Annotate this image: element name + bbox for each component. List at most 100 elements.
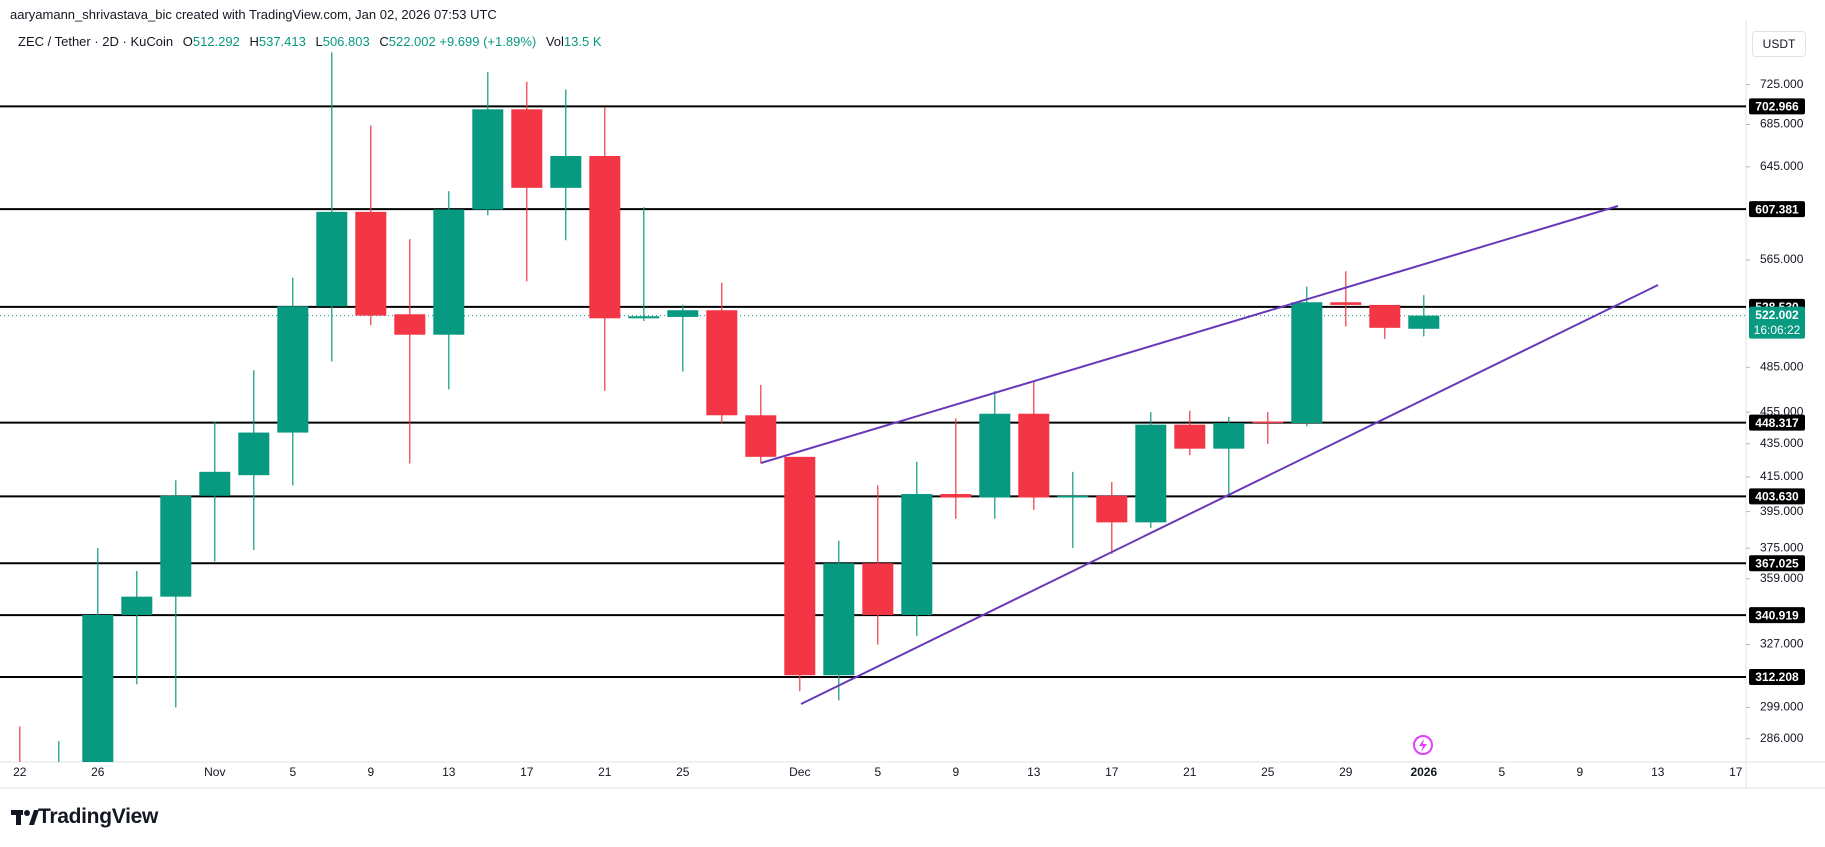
candle-body: [784, 456, 816, 676]
level-label-box: [1749, 488, 1805, 505]
x-tick-label: 17: [1105, 765, 1119, 779]
candle-body: [472, 109, 504, 210]
legend-value: 506.803: [322, 34, 370, 49]
candle-body: [121, 596, 153, 615]
level-label: 607.381: [1755, 202, 1799, 216]
legend-label: C: [379, 34, 389, 49]
legend: ZEC / Tether · 2D · KuCoin O512.292 H537…: [18, 34, 602, 49]
candle-body: [550, 156, 582, 188]
x-tick-label: 26: [91, 765, 105, 779]
level-label: 403.630: [1755, 490, 1799, 504]
candle-body: [706, 310, 738, 416]
level-label-box: [1749, 669, 1805, 686]
symbol[interactable]: ZEC / Tether · 2D · KuCoin: [18, 34, 174, 49]
y-tick-label: 485.000: [1760, 359, 1804, 373]
logo[interactable]: TradingView: [38, 805, 159, 828]
candle-body: [862, 563, 894, 615]
candle-body: [979, 413, 1011, 498]
x-tick-label: 25: [1261, 765, 1275, 779]
x-tick-label: 29: [1339, 765, 1353, 779]
y-tick-label: 565.000: [1760, 252, 1804, 266]
candle-body: [433, 209, 465, 335]
price-label-box: [1749, 306, 1805, 339]
x-tick-label: 22: [13, 765, 27, 779]
candle-body: [238, 432, 270, 476]
level-label-box: [1749, 414, 1805, 431]
x-tick-label: Nov: [204, 765, 225, 779]
legend-label: H: [249, 34, 259, 49]
candle-body: [277, 306, 309, 433]
candle-body: [1057, 495, 1089, 498]
legend-value: 537.413: [258, 34, 306, 49]
trend-line[interactable]: [760, 205, 1619, 464]
candle-body: [316, 211, 348, 307]
candle-body: [1174, 424, 1206, 449]
y-tick-label: 435.000: [1760, 436, 1804, 450]
candle-body: [628, 316, 660, 319]
candle-body: [1096, 495, 1128, 523]
x-tick-label: 5: [1498, 765, 1505, 779]
candle-body: [43, 779, 74, 800]
y-tick-label: 286.000: [1760, 731, 1804, 745]
x-tick-label: 17: [520, 765, 534, 779]
candle-body: [1135, 424, 1167, 523]
countdown: 16:06:22: [1754, 323, 1801, 337]
candle-body: [823, 563, 855, 676]
x-tick-label: 9: [952, 765, 959, 779]
x-tick-label: 13: [1651, 765, 1665, 779]
candle-body: [511, 109, 543, 188]
candle-body: [667, 310, 699, 317]
candle-body: [940, 494, 972, 498]
candle-body: [1330, 302, 1362, 305]
legend-label: O: [182, 34, 193, 49]
x-tick-label: 5: [874, 765, 881, 779]
candle-body: [199, 471, 231, 496]
candle-body: [160, 495, 192, 597]
price-label: 522.002: [1755, 308, 1799, 322]
y-tick-label: 415.000: [1760, 469, 1804, 483]
level-label-box: [1749, 98, 1805, 115]
y-tick-label: 359.000: [1760, 571, 1804, 585]
currency-button[interactable]: USDT: [1752, 31, 1806, 57]
x-tick-label: 9: [1576, 765, 1583, 779]
legend-change: +9.699 (+1.89%): [439, 34, 537, 49]
x-tick-label: 13: [1027, 765, 1041, 779]
y-tick-label: 725.000: [1760, 77, 1804, 91]
alert-icon[interactable]: [1413, 735, 1433, 755]
candle-body: [394, 314, 426, 335]
legend-label: Vol: [545, 34, 564, 49]
level-label: 367.025: [1755, 556, 1799, 570]
candle-body: [1408, 315, 1440, 329]
candle-body: [1252, 421, 1284, 424]
x-tick-label: 21: [1183, 765, 1197, 779]
x-tick-label: 2026: [1410, 765, 1437, 779]
y-tick-label: 375.000: [1760, 540, 1804, 554]
x-tick-label: 25: [676, 765, 690, 779]
candle-body: [1369, 304, 1401, 328]
x-tick-label: 13: [442, 765, 456, 779]
y-tick-label: 645.000: [1760, 159, 1804, 173]
legend-value: 522.002: [388, 34, 436, 49]
candle-body: [355, 211, 387, 316]
level-label: 702.966: [1755, 99, 1799, 113]
y-tick-label: 685.000: [1760, 117, 1804, 131]
y-tick-label: 327.000: [1760, 637, 1804, 651]
candle-body: [82, 614, 114, 762]
x-tick-label: 9: [367, 765, 374, 779]
legend-label: L: [315, 34, 323, 49]
x-tick-label: 17: [1729, 765, 1743, 779]
candle-body: [1213, 423, 1245, 449]
x-tick-label: Dec: [789, 765, 810, 779]
legend-volume: 13.5 K: [563, 34, 602, 49]
logo-icon: [11, 810, 39, 825]
candle-body: [1018, 413, 1050, 498]
trend-line[interactable]: [800, 284, 1659, 705]
legend-value: 512.292: [192, 34, 240, 49]
candle-body: [1291, 302, 1323, 424]
level-label: 448.317: [1755, 416, 1799, 430]
plot-area: [0, 52, 1746, 800]
candle-body: [745, 415, 777, 457]
level-label-box: [1749, 555, 1805, 572]
